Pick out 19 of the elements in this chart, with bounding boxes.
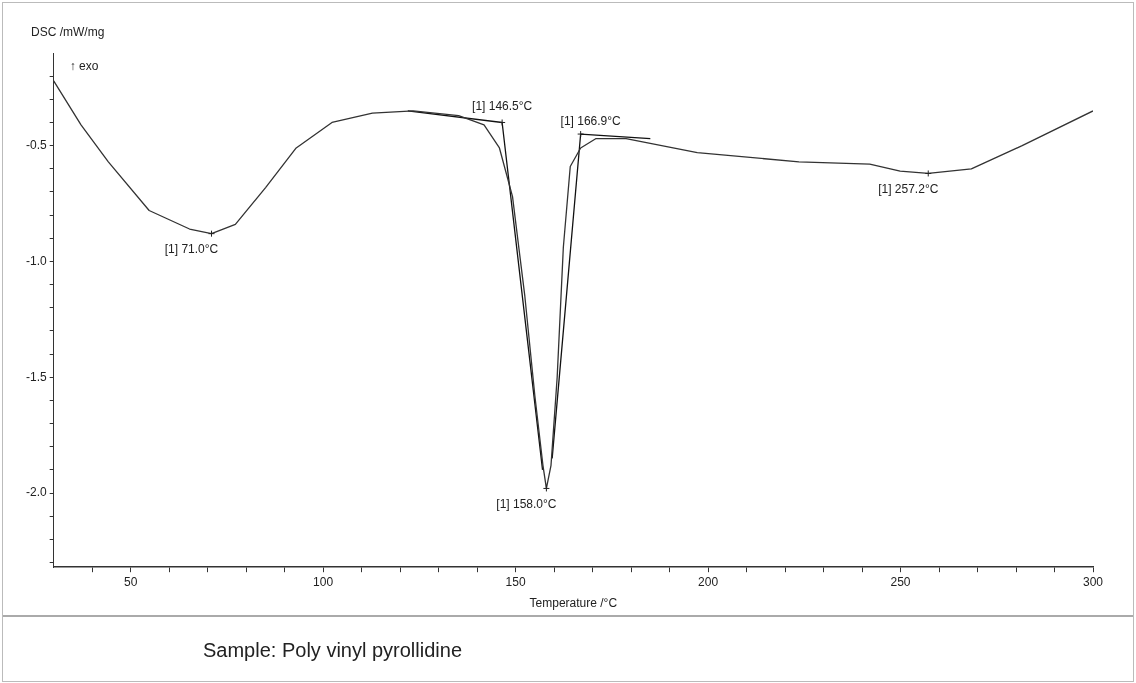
y-tick-label: -1.0 xyxy=(25,253,47,268)
y-axis-title: DSC /mW/mg xyxy=(31,25,105,40)
annotation: [1] 166.9°C xyxy=(560,114,622,129)
annotation: [1] 158.0°C xyxy=(496,496,557,511)
annotation: ↑ exo xyxy=(69,59,99,74)
x-tick-label: 300 xyxy=(1082,574,1104,589)
annotation: [1] 257.2°C xyxy=(878,181,939,196)
x-tick-label: 50 xyxy=(123,574,138,589)
annotation: [1] 146.5°C xyxy=(472,98,533,113)
x-tick-label: 100 xyxy=(313,574,334,589)
y-tick-label: -2.0 xyxy=(25,485,47,500)
x-tick-label: 200 xyxy=(698,574,719,589)
x-tick-label: 150 xyxy=(505,574,526,589)
annotation: [1] 71.0°C xyxy=(164,241,219,256)
x-tick-label: 250 xyxy=(890,574,911,589)
x-axis-title: Temperature /°C xyxy=(529,596,618,611)
y-tick-label: -1.5 xyxy=(25,369,47,384)
y-tick-label: -0.5 xyxy=(25,137,47,152)
text: Sample: Poly vinyl pyrollidine xyxy=(203,639,463,662)
